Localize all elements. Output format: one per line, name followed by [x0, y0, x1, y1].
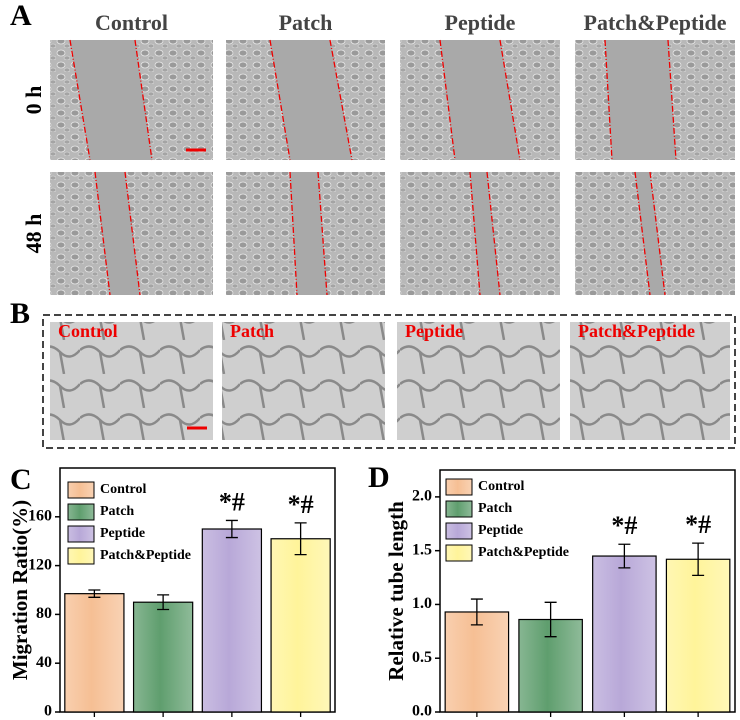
panel-letter: C	[10, 463, 32, 496]
significance-label: *#	[611, 511, 637, 540]
scratch-gap	[290, 172, 327, 295]
y-tick-label: 120	[28, 556, 52, 573]
scratch-edge	[499, 39, 521, 161]
panel-letter: D	[368, 461, 390, 494]
scratch-edge	[317, 171, 328, 296]
legend-label: Patch	[478, 501, 512, 516]
column-title: Patch&Peptide	[584, 10, 727, 35]
error-bar	[470, 598, 483, 626]
column-title: Patch	[279, 10, 333, 35]
scratch-gap	[605, 40, 676, 160]
significance-label: *#	[219, 487, 245, 516]
scratch-edge	[269, 39, 291, 161]
scratch-edge	[94, 171, 111, 296]
legend-swatch	[67, 525, 95, 543]
scratch-edge	[469, 171, 481, 296]
micrograph	[570, 322, 730, 440]
row-label: 48 h	[21, 214, 46, 254]
image-label: Peptide	[405, 321, 463, 341]
y-tick-label: 1.0	[412, 595, 432, 612]
significance-label: *#	[288, 490, 314, 519]
scratch-edge	[649, 171, 666, 296]
panel-letter: A	[10, 0, 32, 32]
legend-label: Patch&Peptide	[478, 545, 569, 560]
scratch-edge	[329, 39, 353, 161]
error-bar	[157, 594, 170, 611]
column-title: Peptide	[445, 10, 516, 35]
micrograph	[397, 322, 560, 440]
legend-swatch	[445, 500, 473, 518]
row-label: 0 h	[21, 86, 46, 115]
scratch-edge	[634, 171, 651, 296]
plot-frame	[439, 469, 736, 713]
legend-label: Control	[478, 479, 525, 494]
plot-frame	[59, 467, 336, 713]
bar	[270, 538, 331, 713]
column-title: Control	[95, 10, 168, 35]
scratch-edge	[439, 39, 456, 161]
image-label: Control	[58, 321, 118, 341]
scratch-edge	[604, 39, 613, 161]
panel-b-frame	[42, 314, 736, 449]
y-tick-label: 1.5	[412, 541, 432, 558]
error-bar	[88, 589, 101, 598]
panel-letter: B	[10, 297, 30, 330]
y-tick-label: 2.0	[412, 488, 432, 505]
bar	[592, 555, 657, 713]
micrograph	[50, 322, 213, 440]
legend-swatch	[445, 478, 473, 496]
legend-swatch	[67, 503, 95, 521]
y-axis-label: Migration Ratio(%)	[8, 500, 32, 680]
legend-label: Control	[100, 482, 147, 497]
y-tick-label: 0.0	[412, 703, 432, 720]
y-tick-label: 80	[36, 605, 52, 622]
y-tick-label: 0	[44, 703, 52, 720]
image-label: Patch	[230, 321, 274, 341]
scratch-gap	[70, 40, 152, 160]
scratch-gap	[440, 40, 520, 160]
legend-swatch	[445, 544, 473, 562]
micrograph	[222, 322, 385, 440]
error-bar	[618, 543, 631, 569]
y-tick-label: 160	[28, 507, 52, 524]
scratch-edge	[486, 171, 501, 296]
legend-label: Peptide	[100, 526, 145, 541]
y-axis-label: Relative tube length	[384, 501, 408, 681]
error-bar	[294, 522, 307, 556]
error-bar	[544, 601, 557, 638]
image-label: Patch&Peptide	[578, 321, 695, 341]
bar	[64, 593, 125, 713]
legend-label: Peptide	[478, 523, 523, 538]
legend-swatch	[445, 522, 473, 540]
bar	[132, 601, 194, 713]
legend-label: Patch	[100, 504, 134, 519]
error-bar	[225, 519, 238, 539]
bar	[201, 528, 263, 713]
scratch-edge	[667, 39, 677, 161]
scratch-edge	[124, 171, 141, 296]
scratch-gap	[270, 40, 352, 160]
bar	[444, 611, 510, 713]
scratch-gap	[635, 172, 665, 295]
error-bar	[692, 542, 705, 577]
legend-label: Patch&Peptide	[100, 548, 191, 563]
legend-swatch	[67, 481, 95, 499]
bar	[665, 558, 731, 713]
scratch-edge	[289, 171, 298, 296]
y-tick-label: 0.5	[412, 649, 432, 666]
y-tick-label: 40	[36, 654, 52, 671]
scratch-edge	[134, 39, 153, 161]
scratch-edge	[69, 39, 91, 161]
legend-swatch	[67, 547, 95, 565]
significance-label: *#	[685, 510, 711, 539]
